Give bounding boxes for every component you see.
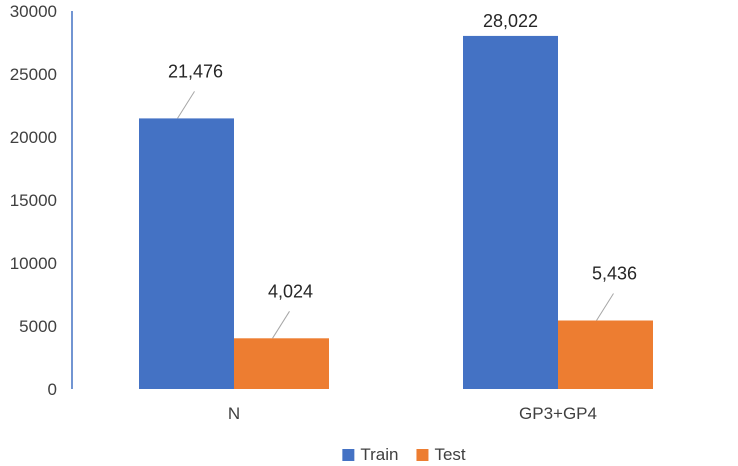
legend-label: Test — [434, 445, 465, 464]
y-tick-label: 5000 — [19, 317, 57, 336]
data-label-leader — [272, 311, 290, 339]
bar-train-1 — [463, 35, 558, 390]
data-label-leader — [596, 293, 614, 321]
bar-test-0 — [234, 338, 329, 389]
x-category-label: N — [228, 404, 240, 423]
y-tick-label: 20000 — [10, 128, 57, 147]
data-label: 21,476 — [168, 61, 223, 81]
y-tick-label: 15000 — [10, 191, 57, 210]
bar-test-1 — [558, 320, 653, 389]
x-axis-categories: N GP3+GP4 — [228, 404, 597, 423]
data-label-leaders — [177, 91, 614, 339]
data-label-leader — [177, 91, 195, 119]
data-label: 5,436 — [592, 264, 637, 284]
legend-item-train: Train — [342, 445, 398, 464]
legend-item-test: Test — [416, 445, 466, 464]
data-label: 4,024 — [268, 281, 313, 301]
y-tick-label: 25000 — [10, 65, 57, 84]
y-tick-label: 30000 — [10, 2, 57, 21]
y-tick-label: 10000 — [10, 254, 57, 273]
legend-label: Train — [360, 445, 398, 464]
y-axis: 0 5000 10000 15000 20000 25000 30000 — [10, 2, 73, 399]
x-category-label: GP3+GP4 — [519, 404, 597, 423]
data-label: 28,022 — [483, 11, 538, 31]
bars — [139, 35, 653, 390]
y-tick-label: 0 — [48, 380, 57, 399]
legend-swatch — [342, 449, 355, 461]
legend: Train Test — [342, 445, 466, 464]
data-labels: 21,476 4,024 28,022 5,436 — [168, 11, 637, 301]
legend-swatch — [416, 449, 429, 461]
bar-train-0 — [139, 118, 234, 389]
